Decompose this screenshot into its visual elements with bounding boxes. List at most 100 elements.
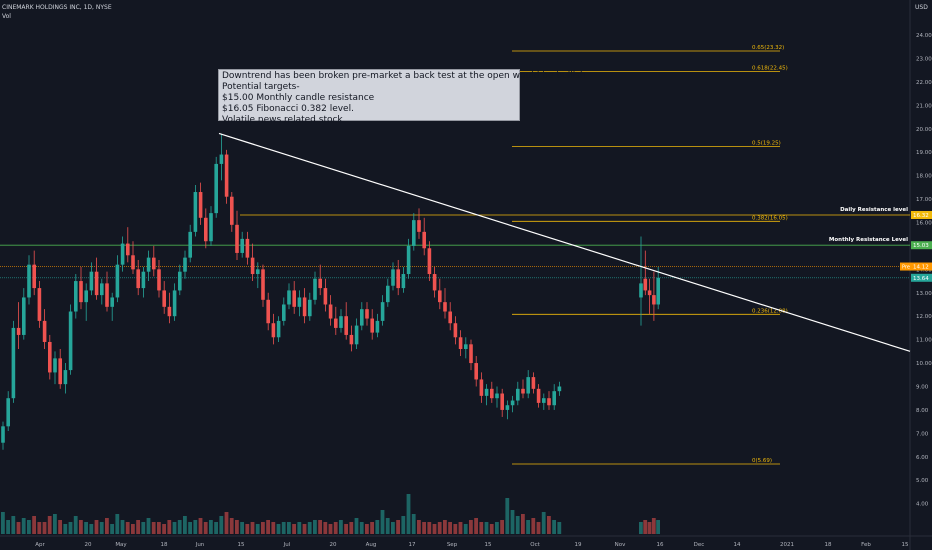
candle-body: [209, 213, 213, 242]
candle-body: [230, 196, 234, 225]
volume-bar: [313, 520, 317, 534]
volume-bar: [125, 522, 130, 534]
candle-body: [224, 154, 229, 197]
candle-body: [282, 304, 286, 321]
candle-body: [531, 377, 536, 389]
time-tick-label: Feb: [861, 542, 871, 548]
volume-bar: [219, 516, 224, 534]
volume-bar: [79, 520, 83, 534]
price-badge-prefix-text: Pre: [902, 265, 910, 271]
annotation-note[interactable]: Downtrend has been broken pre-market a b…: [218, 69, 589, 125]
volume-bars: [1, 494, 660, 534]
volume-bar: [188, 522, 192, 534]
candle-body: [417, 220, 421, 232]
volume-bar: [536, 522, 541, 534]
time-tick-label: Oct: [530, 542, 540, 548]
volume-bar: [380, 510, 385, 534]
price-badge-value: 16.32: [913, 213, 929, 219]
volume-bar: [375, 520, 380, 534]
candle-body: [63, 370, 68, 385]
volume-bar: [115, 514, 120, 534]
candle-body: [406, 245, 411, 275]
resistance-label: Monthly Resistance Level: [829, 237, 908, 243]
note-line: Volatile news related stock: [222, 115, 343, 125]
candle-body: [105, 283, 109, 307]
downtrend-line: [218, 132, 911, 352]
volume-bar: [339, 520, 343, 534]
resistance-levels: Daily Resistance level Monthly Resistance…: [0, 207, 910, 279]
resistance-label: Daily Resistance level: [840, 207, 908, 213]
time-tick-label: 18: [161, 542, 168, 548]
candle-body: [647, 290, 652, 296]
candle-body: [240, 238, 244, 253]
volume-bar: [328, 524, 333, 534]
volume-bar: [505, 498, 510, 534]
candle-body: [313, 278, 317, 300]
candle-body: [349, 334, 354, 345]
price-tick-label: 24.00: [916, 33, 932, 39]
candle-body: [448, 311, 452, 324]
price-tick-label: 16.00: [916, 220, 932, 226]
volume-bar: [11, 516, 16, 534]
volume-bar: [99, 522, 104, 534]
candle-body: [479, 379, 484, 396]
candle-body: [287, 290, 291, 305]
volume-bar: [354, 518, 359, 534]
volume-bar: [541, 512, 546, 534]
volume-bar: [266, 520, 270, 534]
candle-body: [48, 341, 52, 373]
volume-bar: [94, 520, 99, 534]
candle-body: [42, 320, 47, 342]
volume-bar: [110, 524, 114, 534]
volume-bar: [42, 522, 47, 534]
volume-bar: [463, 524, 468, 534]
candle-body: [79, 281, 83, 303]
candle-body: [432, 274, 437, 291]
volume-bar: [656, 520, 660, 534]
candle-body: [339, 316, 343, 328]
time-tick-label: May: [115, 542, 127, 548]
volume-bar: [261, 522, 265, 534]
candle-body: [510, 400, 515, 406]
candle-body: [250, 257, 255, 275]
candles: [1, 133, 660, 450]
candle-body: [136, 269, 140, 289]
candle-body: [443, 302, 447, 312]
price-tick-label: 21.00: [916, 103, 932, 109]
volume-bar: [469, 520, 473, 534]
candle-body: [318, 278, 322, 289]
candle-body: [380, 302, 385, 321]
volume-bar: [131, 524, 135, 534]
volume-bar: [318, 520, 322, 534]
candle-body: [474, 363, 478, 380]
price-tick-label: 5.00: [916, 478, 929, 484]
volume-bar: [177, 520, 182, 534]
volume-bar: [162, 524, 166, 534]
candle-body: [183, 257, 187, 272]
volume-bar: [27, 520, 31, 534]
candle-body: [500, 393, 504, 410]
candle-body: [386, 285, 390, 303]
volume-bar: [427, 522, 432, 534]
candle-body: [438, 290, 442, 303]
candle-body: [297, 297, 302, 307]
volume-bar: [250, 522, 255, 534]
candle-body: [16, 327, 21, 335]
volume-bar: [58, 520, 62, 534]
candle-body: [32, 264, 36, 289]
candle-body: [110, 297, 114, 307]
volume-bar: [281, 522, 286, 534]
time-tick-label: Jul: [283, 542, 291, 548]
candle-body: [334, 318, 338, 328]
candle-body: [323, 288, 328, 305]
candle-body: [178, 271, 182, 291]
candle-body: [94, 271, 99, 296]
note-line: $16.05 Fibonacci 0.382 level.: [222, 104, 354, 114]
volume-bar: [214, 522, 218, 534]
volume-bar: [365, 524, 369, 534]
volume-bar: [307, 522, 312, 534]
candle-body: [146, 257, 151, 272]
volume-bar: [203, 522, 208, 534]
volume-bar: [432, 524, 437, 534]
